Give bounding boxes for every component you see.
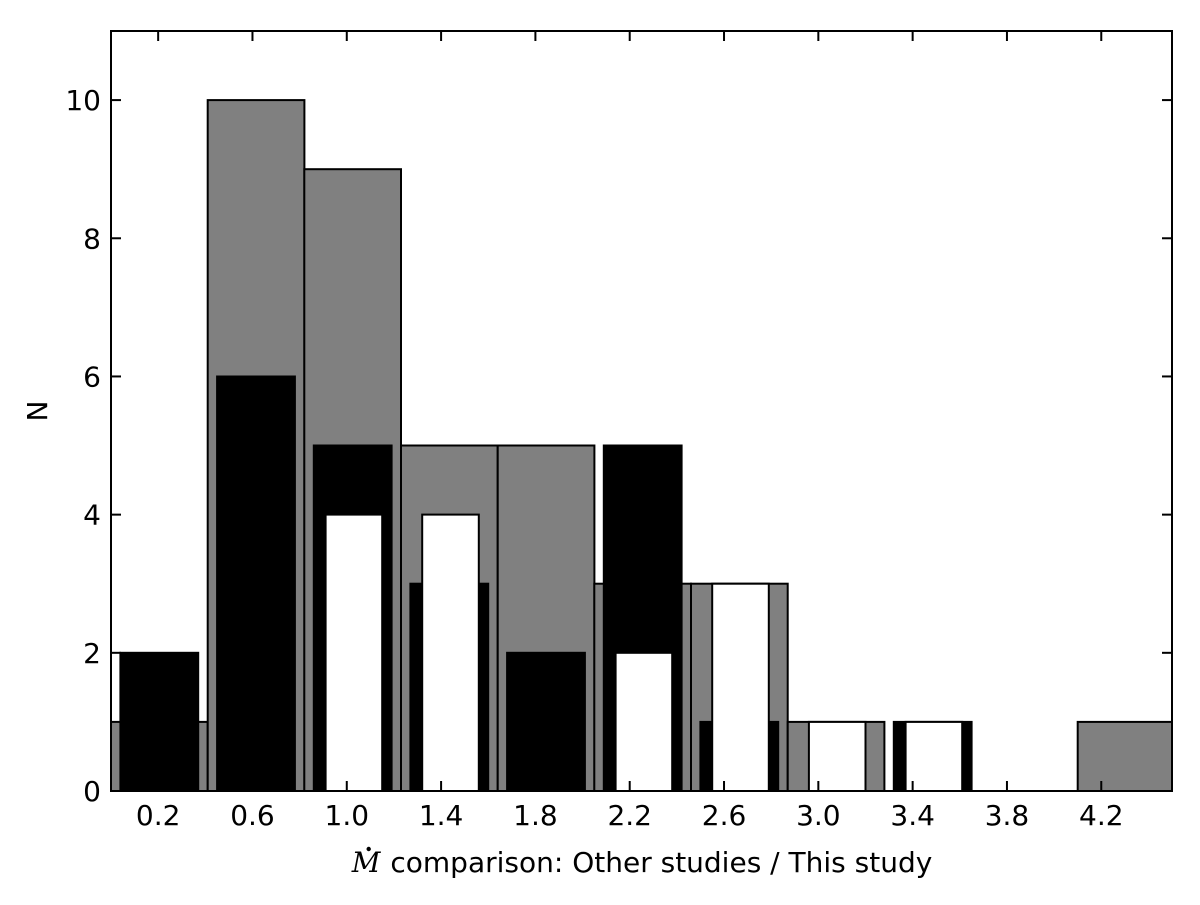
plot-frame bbox=[110, 30, 1173, 792]
x-tick-label-4: 1.4 bbox=[419, 799, 464, 832]
x-tick-label-9: 3.4 bbox=[890, 799, 935, 832]
x-axis-title-dot-accent bbox=[366, 846, 371, 852]
y-tick-label-6: 10 bbox=[65, 84, 101, 117]
x-axis-title-text: comparison: Other studies / This study bbox=[390, 846, 932, 879]
tick-labels-layer: 0.2 0.6 1.0 1.4 1.8 2.2 2.6 3.0 3.4 3.8 4.2 0 2 4 6 8 10 bbox=[65, 84, 1123, 832]
bar-series3-bin7 bbox=[711, 582, 770, 793]
y-tick-label-2: 2 bbox=[83, 637, 101, 670]
y-axis-title: N bbox=[21, 401, 54, 422]
y-tick-label-3: 4 bbox=[83, 499, 101, 532]
x-tick-label-8: 3.0 bbox=[796, 799, 841, 832]
bar-series2-bin5 bbox=[506, 651, 586, 792]
bar-series3-bin8 bbox=[807, 720, 867, 793]
x-tick-label-5: 1.8 bbox=[513, 799, 558, 832]
bar-series3-bin4 bbox=[421, 513, 480, 792]
x-tick-label-7: 2.6 bbox=[702, 799, 747, 832]
x-tick-label-2: 0.6 bbox=[230, 799, 275, 832]
x-axis-title-symbol: M bbox=[351, 846, 382, 879]
bar-series1-bin11 bbox=[1076, 720, 1173, 793]
x-tick-label-1: 0.2 bbox=[136, 799, 181, 832]
x-tick-label-10: 3.8 bbox=[985, 799, 1030, 832]
bar-series2-bin1 bbox=[119, 651, 200, 792]
y-tick-label-5: 8 bbox=[83, 222, 101, 255]
x-tick-label-6: 2.2 bbox=[607, 799, 652, 832]
bar-series2-bin2 bbox=[216, 375, 296, 792]
bar-series3-bin9 bbox=[904, 720, 964, 793]
bar-series3-bin3 bbox=[324, 513, 384, 792]
y-tick-label-1: 0 bbox=[83, 775, 101, 808]
ticks-layer bbox=[111, 31, 1172, 792]
bar-series3-bin6 bbox=[614, 651, 674, 792]
x-tick-label-11: 4.2 bbox=[1079, 799, 1124, 832]
y-tick-label-4: 6 bbox=[83, 360, 101, 393]
x-tick-label-3: 1.0 bbox=[325, 799, 370, 832]
bars-layer bbox=[110, 99, 1173, 793]
